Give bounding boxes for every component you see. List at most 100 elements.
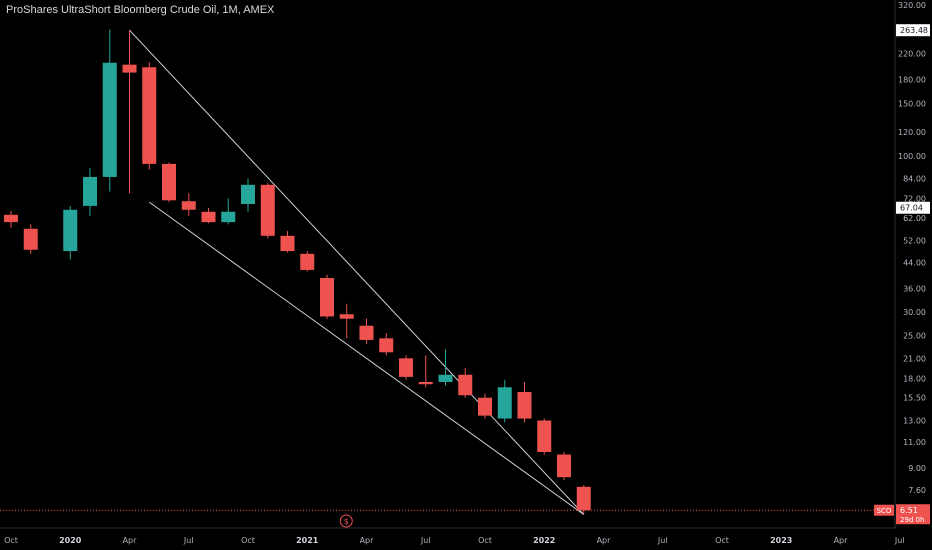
candle-2021-09 bbox=[458, 367, 473, 398]
dividend-marker[interactable]: $ bbox=[339, 514, 353, 528]
candle-2021-03 bbox=[339, 303, 354, 339]
time-tick-label: Oct bbox=[715, 536, 729, 545]
price-tick-label: 9.00 bbox=[908, 464, 926, 473]
candle-2020-11 bbox=[260, 183, 275, 239]
last-price-box bbox=[896, 504, 930, 525]
time-tick-label: 2020 bbox=[59, 536, 82, 545]
candle-2020-01 bbox=[63, 205, 78, 260]
time-tick-label: 2022 bbox=[533, 536, 555, 545]
price-tick-label: 36.00 bbox=[903, 284, 926, 293]
time-tick-label: Jul bbox=[183, 536, 194, 545]
candle-body bbox=[162, 163, 176, 201]
candle-body bbox=[399, 358, 413, 377]
candle-2022-02 bbox=[557, 451, 571, 481]
price-tick-label: 220.00 bbox=[898, 50, 926, 59]
dollar-sign: $ bbox=[344, 517, 349, 526]
price-tick-label: 15.50 bbox=[903, 394, 926, 403]
candle-body bbox=[418, 381, 433, 385]
trendline-2[interactable] bbox=[148, 201, 585, 515]
candle-body bbox=[339, 314, 354, 319]
candle-body bbox=[122, 64, 137, 73]
time-tick-label: Oct bbox=[478, 536, 492, 545]
price-tick-label: 30.00 bbox=[903, 308, 926, 317]
candle-2021-05 bbox=[379, 333, 394, 356]
time-tick-label: Oct bbox=[4, 536, 18, 545]
candle-2022-01 bbox=[537, 418, 552, 455]
candle-2020-02 bbox=[83, 168, 97, 216]
candle-2021-10 bbox=[478, 393, 492, 419]
price-tick-label: 18.00 bbox=[903, 374, 926, 383]
candle-2020-04 bbox=[122, 30, 137, 194]
candle-body bbox=[142, 67, 157, 164]
candle-body bbox=[63, 209, 78, 252]
price-tick-label: 100.00 bbox=[898, 152, 926, 161]
candle-2021-11 bbox=[497, 379, 512, 423]
candle-2020-12 bbox=[280, 231, 295, 253]
candle-body bbox=[221, 211, 236, 223]
candle-body bbox=[23, 228, 38, 250]
time-tick-label: Apr bbox=[597, 536, 612, 545]
time-tick-label: Apr bbox=[360, 536, 375, 545]
candle-2020-08 bbox=[201, 207, 216, 224]
time-tick-label: Apr bbox=[123, 536, 138, 545]
price-tick-label: 13.00 bbox=[903, 417, 926, 426]
candle-body bbox=[320, 278, 334, 317]
candle-body bbox=[201, 211, 216, 223]
candle-2020-06 bbox=[162, 162, 176, 203]
candle-body bbox=[478, 397, 492, 416]
price-marker-label: 263.48 bbox=[900, 26, 928, 35]
candle-body bbox=[4, 214, 18, 223]
trendline-1[interactable] bbox=[129, 29, 585, 515]
price-tick-label: 11.00 bbox=[903, 438, 926, 447]
dollar-circle-icon[interactable] bbox=[339, 514, 353, 528]
candle-body bbox=[280, 235, 295, 252]
price-tick-label: 72.00 bbox=[903, 194, 926, 203]
candles bbox=[4, 29, 591, 514]
candle-body bbox=[497, 387, 512, 419]
symbol-tag[interactable]: SCO bbox=[874, 504, 894, 516]
price-axis[interactable]: 320.00 220.00 180.00 150.00 120.00 100.00 84.0… bbox=[874, 0, 930, 528]
candle-2019-10 bbox=[4, 210, 18, 228]
price-tick-label: 62.00 bbox=[903, 214, 926, 223]
candle-body bbox=[300, 253, 315, 270]
trendlines bbox=[129, 29, 585, 515]
price-marker-263.48[interactable]: 263.48 bbox=[896, 24, 930, 37]
price-tick-label: 7.60 bbox=[908, 486, 926, 495]
candle-body bbox=[438, 374, 453, 382]
price-tick-label: 320.00 bbox=[898, 1, 926, 10]
candle-2020-09 bbox=[221, 198, 236, 225]
time-tick-label: Jul bbox=[657, 536, 668, 545]
candle-body bbox=[260, 184, 275, 236]
candle-2021-02 bbox=[320, 274, 334, 319]
candle-body bbox=[83, 176, 97, 206]
price-tick-label: 180.00 bbox=[898, 76, 926, 85]
candle-body bbox=[557, 454, 571, 478]
price-tick-label: 84.00 bbox=[903, 174, 926, 183]
price-tick-label: 52.00 bbox=[903, 237, 926, 246]
last-price-countdown: 29d 0h bbox=[900, 516, 924, 524]
candle-2020-07 bbox=[181, 193, 196, 216]
last-price-value: 6.51 bbox=[900, 506, 918, 515]
price-tick-label: 120.00 bbox=[898, 128, 926, 137]
price-tick-label: 25.00 bbox=[903, 332, 926, 341]
time-axis[interactable]: Oct 2020 Apr Jul Oct 2021 Apr Jul Oct 2022 Apr Jul O… bbox=[0, 527, 905, 545]
price-tick-label: 21.00 bbox=[903, 354, 926, 363]
price-tick-label: 150.00 bbox=[898, 99, 926, 108]
price-marker-box bbox=[896, 201, 930, 214]
candle-2019-11 bbox=[23, 224, 38, 254]
candle-2020-10 bbox=[241, 178, 255, 212]
time-tick-label: Jul bbox=[420, 536, 431, 545]
price-marker-label: 67.04 bbox=[900, 204, 923, 213]
symbol-tag-box bbox=[874, 504, 894, 516]
candle-2021-04 bbox=[359, 318, 374, 344]
candle-body bbox=[241, 184, 255, 205]
time-tick-label: 2021 bbox=[296, 536, 319, 545]
price-marker-box bbox=[896, 24, 930, 37]
price-marker-67.04[interactable]: 67.04 bbox=[896, 201, 930, 214]
candle-body bbox=[576, 486, 591, 511]
candle-2021-07 bbox=[418, 355, 433, 388]
candle-body bbox=[181, 201, 196, 210]
time-tick-label: 2023 bbox=[770, 536, 792, 545]
